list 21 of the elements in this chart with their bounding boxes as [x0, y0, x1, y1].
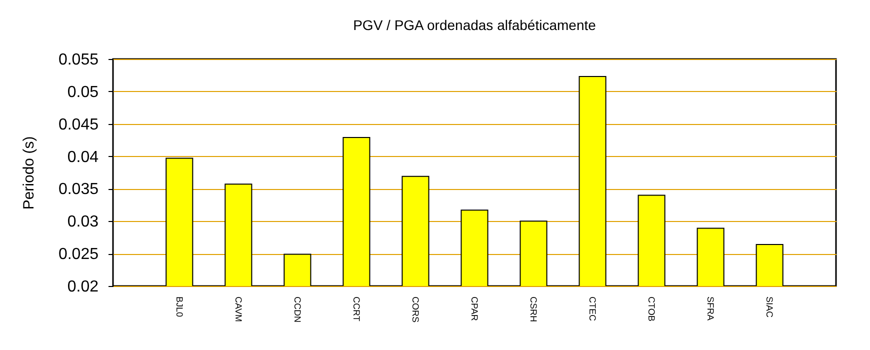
x-tick-label: CTOB — [646, 296, 657, 322]
x-tick-label: CTEC — [588, 296, 598, 322]
y-tick-label: 0.02 — [67, 278, 99, 296]
x-tick-label: CPAR — [470, 296, 480, 322]
x-tick-label: SFRA — [706, 296, 716, 321]
x-tick-label: SIAC — [764, 296, 775, 318]
y-tick-label: 0.05 — [67, 84, 99, 101]
chart-title: PGV / PGA ordenadas alfabéticamente — [353, 17, 596, 33]
x-tick-label: CCRT — [351, 296, 362, 322]
y-tick-label: 0.025 — [58, 246, 99, 264]
x-tick-label: BJL0 — [174, 296, 184, 318]
y-tick-label: 0.045 — [58, 116, 99, 134]
x-tick-label: CSRH — [528, 296, 539, 322]
y-tick-label: 0.04 — [67, 148, 99, 166]
y-tick-label: 0.055 — [58, 52, 99, 68]
x-tick-label: CCDN — [292, 296, 302, 322]
y-axis-title: Periodo (s) — [20, 136, 38, 210]
x-tick-label: CAVM — [233, 296, 244, 322]
y-tick-label: 0.03 — [67, 214, 99, 231]
x-tick-label: CORS — [410, 296, 420, 323]
y-tick-label: 0.035 — [58, 181, 99, 198]
